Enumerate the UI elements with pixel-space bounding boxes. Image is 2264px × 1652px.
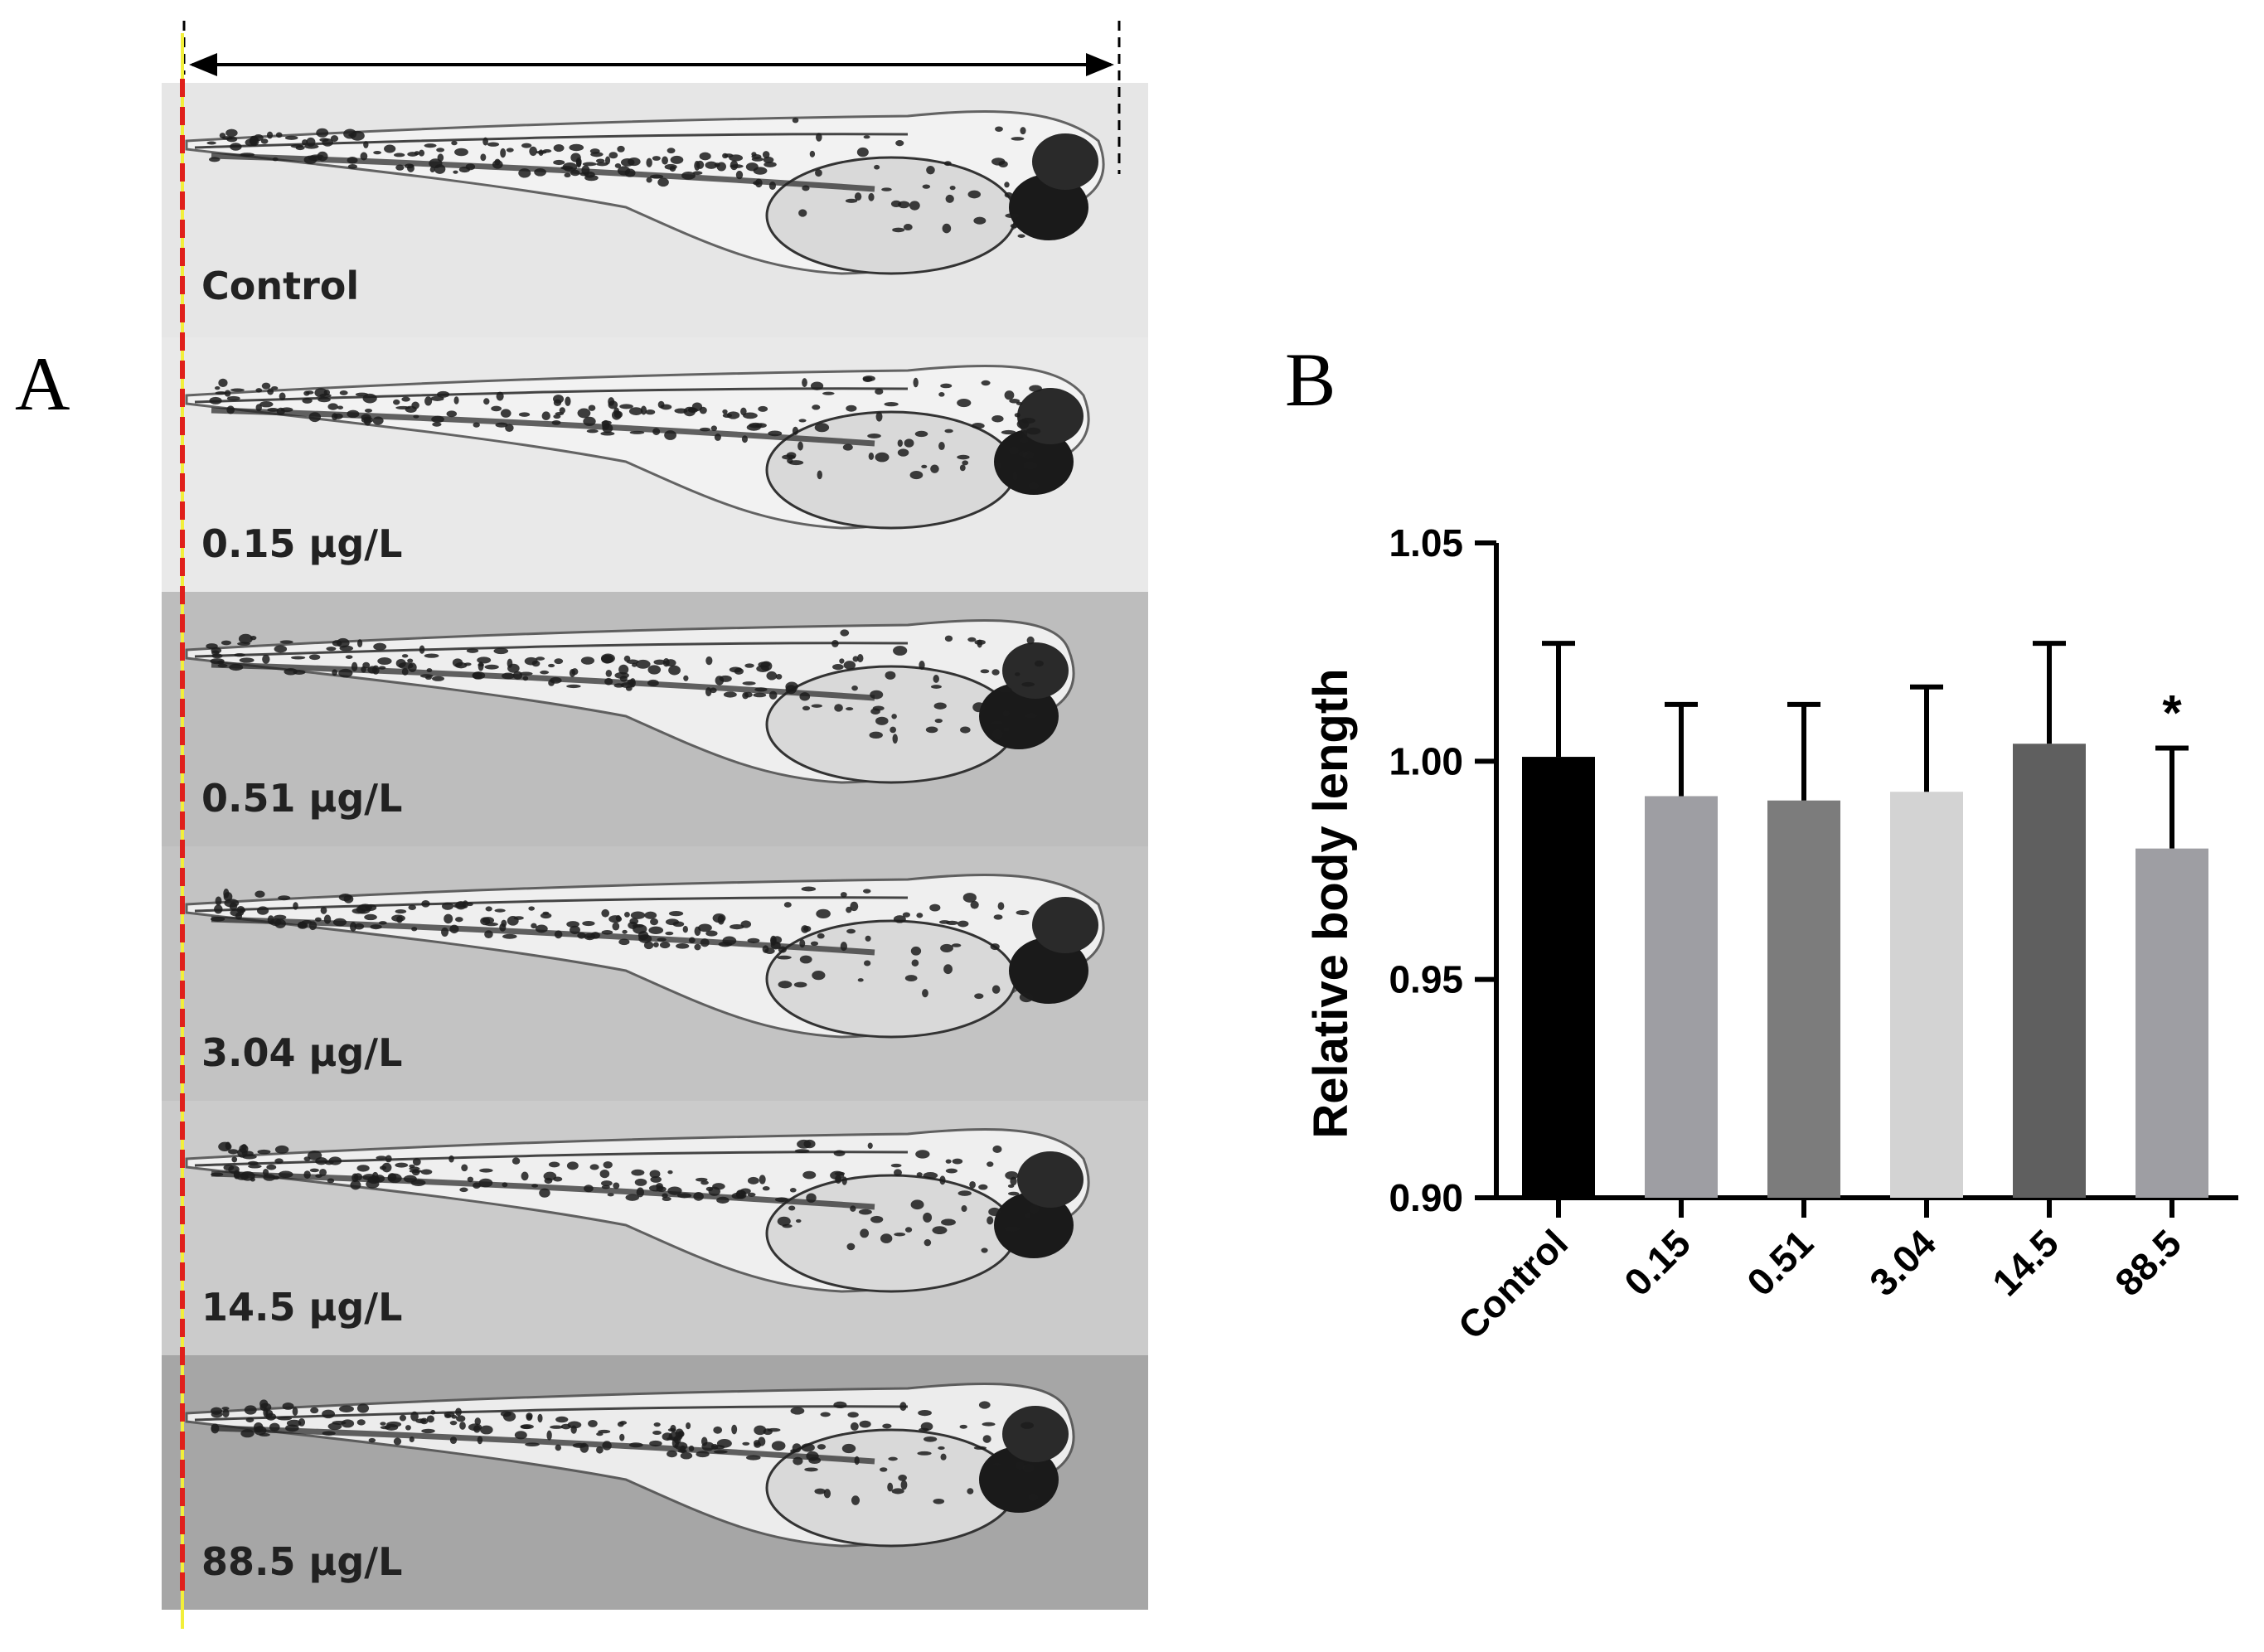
y-tick-label: 1.05 [1389,521,1463,564]
panel-b-letter: B [1285,337,1336,422]
larva-strip: 88.5 μg/L [162,1355,1148,1610]
larva-image [185,1127,1090,1293]
x-tick-label: 0.51 [1738,1221,1821,1304]
bar [2013,744,2086,1198]
larva-strip: 3.04 μg/L [162,846,1148,1101]
panel-a-letter: A [15,342,70,426]
body-length-bar-chart: 0.90 0.95 1.00 1.05 Relative body length Cont… [1304,521,2238,1348]
x-tick-label: 0.15 [1616,1221,1699,1304]
strip-label: 0.15 μg/L [201,521,403,566]
y-axis-label: Relative body length [1304,668,1358,1138]
strip-label: 14.5 μg/L [201,1285,403,1330]
bar [2136,848,2208,1198]
length-arrow-right-head [1086,53,1114,76]
y-tick-label: 0.90 [1389,1176,1463,1219]
larva-strip: Control [162,83,1148,337]
larva-strip: 14.5 μg/L [162,1101,1148,1355]
strip-label: 0.51 μg/L [201,776,403,821]
y-tick-label: 0.95 [1389,958,1463,1001]
larva-image [185,109,1105,275]
strip-label: 88.5 μg/L [201,1539,403,1584]
body-length-measure [180,21,1121,1629]
larva-image [185,618,1075,784]
bar [1890,792,1963,1198]
x-tick-label: 3.04 [1861,1221,1944,1304]
x-tick-label: Control [1450,1221,1576,1347]
bar [1645,796,1718,1198]
larva-image [185,364,1090,530]
larva-image [185,873,1105,1039]
larva-image [185,1382,1075,1548]
bar [1767,800,1840,1198]
larva-strip: 0.15 μg/L [162,337,1148,592]
y-tick-label: 1.00 [1389,739,1463,782]
bar [1522,757,1595,1198]
strip-label: 3.04 μg/L [201,1030,403,1075]
larva-strip: 0.51 μg/L [162,592,1148,846]
length-arrow-left-head [189,53,217,76]
significance-marker: * [2162,686,2182,741]
larva-image-panel: Control 0.15 μg/L 0.51 μg/L 3.04 μg/L 14.5 μ… [162,21,1148,1629]
strip-label: Control [201,264,360,308]
x-tick-label: 14.5 [1984,1221,2067,1304]
x-tick-label: 88.5 [2106,1221,2189,1304]
